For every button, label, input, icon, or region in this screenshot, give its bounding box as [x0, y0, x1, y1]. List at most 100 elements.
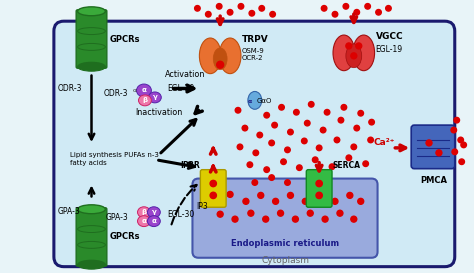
- Circle shape: [343, 4, 349, 9]
- Circle shape: [365, 4, 370, 9]
- Text: EGL-30: EGL-30: [168, 210, 195, 219]
- FancyBboxPatch shape: [192, 179, 378, 258]
- Circle shape: [461, 142, 466, 148]
- Text: GαO: GαO: [257, 98, 272, 104]
- Circle shape: [316, 192, 322, 198]
- FancyBboxPatch shape: [411, 125, 455, 169]
- Circle shape: [386, 5, 391, 11]
- Circle shape: [195, 5, 200, 11]
- Text: Cytoplasm: Cytoplasm: [261, 256, 309, 265]
- Text: PMCA: PMCA: [420, 176, 447, 185]
- Circle shape: [285, 180, 290, 185]
- Text: β: β: [142, 97, 147, 103]
- Circle shape: [281, 159, 286, 165]
- Text: TRPV: TRPV: [242, 35, 269, 44]
- Text: GPCRs: GPCRs: [109, 233, 140, 241]
- Circle shape: [279, 105, 284, 110]
- Circle shape: [358, 111, 364, 116]
- FancyBboxPatch shape: [76, 10, 107, 68]
- Ellipse shape: [200, 38, 221, 74]
- Text: β: β: [141, 209, 146, 215]
- Text: GPA-3: GPA-3: [105, 213, 128, 222]
- Circle shape: [320, 127, 326, 133]
- Circle shape: [368, 137, 374, 143]
- Circle shape: [324, 109, 330, 115]
- Circle shape: [297, 165, 302, 170]
- Circle shape: [356, 43, 362, 49]
- Circle shape: [210, 180, 217, 187]
- Text: IP3: IP3: [196, 202, 208, 211]
- Circle shape: [436, 150, 442, 156]
- Circle shape: [249, 10, 255, 16]
- Ellipse shape: [147, 216, 160, 227]
- Circle shape: [338, 117, 344, 123]
- Circle shape: [301, 138, 307, 144]
- Ellipse shape: [78, 205, 105, 214]
- FancyBboxPatch shape: [306, 170, 332, 207]
- Circle shape: [312, 157, 318, 162]
- Circle shape: [332, 198, 338, 204]
- Circle shape: [285, 147, 290, 153]
- Circle shape: [238, 4, 244, 9]
- Circle shape: [321, 5, 327, 11]
- Circle shape: [264, 112, 269, 118]
- Circle shape: [288, 192, 293, 198]
- Circle shape: [376, 10, 381, 15]
- Text: α: α: [142, 218, 146, 224]
- Circle shape: [351, 144, 356, 150]
- Circle shape: [210, 192, 217, 198]
- Ellipse shape: [248, 91, 262, 109]
- Circle shape: [242, 125, 248, 131]
- Ellipse shape: [148, 92, 161, 103]
- Circle shape: [272, 122, 277, 128]
- Text: α: α: [247, 99, 252, 104]
- Text: α: α: [142, 87, 146, 93]
- Circle shape: [247, 162, 253, 167]
- Circle shape: [316, 180, 322, 187]
- Ellipse shape: [137, 84, 151, 97]
- Ellipse shape: [346, 44, 362, 68]
- Circle shape: [243, 198, 249, 204]
- Circle shape: [270, 11, 275, 17]
- Ellipse shape: [333, 35, 355, 71]
- Text: EGL-19: EGL-19: [375, 45, 403, 54]
- Circle shape: [217, 211, 223, 217]
- Circle shape: [341, 105, 346, 110]
- Circle shape: [459, 159, 465, 165]
- Ellipse shape: [137, 216, 150, 227]
- Ellipse shape: [78, 7, 105, 16]
- Circle shape: [369, 119, 374, 125]
- Circle shape: [337, 210, 343, 216]
- Circle shape: [354, 10, 360, 15]
- Circle shape: [264, 167, 269, 173]
- Circle shape: [273, 198, 279, 204]
- Circle shape: [354, 125, 360, 131]
- Circle shape: [232, 216, 238, 222]
- Circle shape: [288, 129, 293, 135]
- Circle shape: [257, 132, 263, 138]
- FancyBboxPatch shape: [76, 208, 107, 266]
- Circle shape: [452, 149, 457, 155]
- Circle shape: [309, 102, 314, 107]
- Ellipse shape: [138, 95, 151, 106]
- Circle shape: [363, 161, 368, 167]
- Circle shape: [316, 145, 322, 151]
- Circle shape: [351, 53, 357, 59]
- Ellipse shape: [219, 38, 241, 74]
- Circle shape: [278, 210, 283, 216]
- Circle shape: [252, 180, 257, 185]
- Circle shape: [292, 216, 298, 222]
- Text: GPA-3: GPA-3: [58, 207, 81, 216]
- Circle shape: [346, 43, 352, 49]
- Ellipse shape: [353, 35, 374, 71]
- Text: Lipid synthesis PUFAs n-3
fatty acids: Lipid synthesis PUFAs n-3 fatty acids: [70, 152, 159, 166]
- Text: α: α: [133, 88, 137, 93]
- Text: γ: γ: [151, 209, 156, 215]
- Circle shape: [426, 140, 432, 146]
- Circle shape: [248, 210, 254, 216]
- Text: IP3R: IP3R: [181, 161, 201, 170]
- Circle shape: [332, 11, 338, 17]
- Circle shape: [258, 192, 264, 198]
- Circle shape: [269, 175, 274, 180]
- Circle shape: [307, 210, 313, 216]
